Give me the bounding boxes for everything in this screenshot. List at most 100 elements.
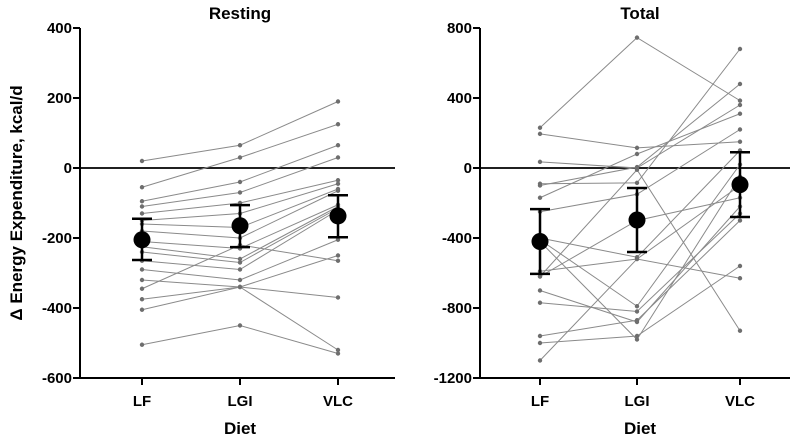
individual-line [539,168,741,332]
individual-point [737,81,743,87]
individual-point [737,102,743,108]
individual-point [737,276,743,281]
individual-point [737,46,743,52]
individual-point [335,351,341,356]
panel-total: Total 800 400 0 -400 -800 -1200 LF LGI VLC Diet [434,4,790,438]
individual-point [537,125,543,130]
individual-point [335,99,341,104]
individual-line [539,133,741,149]
x-tick-label-lgi: LGI [228,393,253,410]
individual-point [737,263,743,269]
individual-point [634,337,640,342]
x-tick-label-vlc: VLC [725,393,755,410]
individual-point [537,288,543,293]
individual-point [335,258,341,263]
y-tick-label: -400 [442,230,472,247]
individual-point [237,143,243,148]
individual-point [237,155,243,160]
individual-line [539,104,741,169]
individual-point [237,277,243,283]
individual-point [537,340,543,346]
individual-point [737,328,743,333]
individual-point [634,256,640,262]
x-axis-title: Diet [224,419,256,438]
individual-point [139,204,145,209]
individual-point [139,158,145,164]
y-tick-label: 0 [64,160,72,177]
mean-point-vlc [329,207,347,225]
individual-point [139,277,145,283]
individual-point [737,218,743,223]
individual-point [537,159,543,165]
individual-point [634,35,640,40]
mean-point-vlc [731,176,749,194]
individual-point [537,195,543,200]
individual-point [237,284,243,290]
individual-point [237,323,243,328]
y-tick-label: 0 [464,160,472,177]
x-tick-label-vlc: VLC [323,393,353,410]
individual-line [539,213,741,313]
panel-title: Resting [209,4,271,23]
y-axis-title: Δ Energy Expenditure, kcal/d [7,85,26,320]
individual-line [141,101,339,162]
y-tick-label: -800 [442,300,472,317]
individual-line [539,113,741,199]
individual-point [139,307,145,312]
individual-point [335,143,341,148]
individual-point [237,179,243,185]
individual-point [139,211,145,216]
individual-point [335,178,341,183]
individual-line [539,176,741,341]
individual-point [634,318,640,323]
y-tick-label: -1200 [434,370,472,387]
y-tick-label: -400 [42,300,72,317]
individual-point [634,304,640,309]
individual-point [139,342,145,347]
individual-point [634,309,640,314]
panel-title: Total [620,4,659,23]
individual-line [539,164,741,307]
individual-point [335,295,341,300]
individual-point [139,199,145,204]
individual-point [335,188,341,193]
individual-point [237,190,243,195]
individual-line [141,286,339,351]
individual-point [737,139,743,144]
individual-point [335,181,341,186]
individual-point [139,267,145,272]
individual-point [634,180,640,186]
individual-point [139,297,145,302]
individual-point [237,267,243,272]
panel-resting: Resting 400 200 0 -200 -400 -600 LF LGI VLC Diet Δ … [7,4,395,438]
individual-point [634,151,640,157]
individual-line [539,129,741,213]
individual-point [237,260,243,265]
x-axis-title: Diet [624,419,656,438]
x-tick-label-lf: LF [133,393,151,410]
individual-point [537,358,543,363]
individual-point [335,122,341,127]
individual-line [539,37,741,129]
individual-lines [139,99,341,356]
individual-point [737,127,743,132]
x-tick-label-lgi: LGI [625,393,650,410]
individual-point [335,347,341,353]
y-tick-label: 400 [447,90,472,107]
mean-point-lgi [231,217,249,235]
individual-line [539,258,741,361]
individual-point [737,111,743,116]
individual-point [537,333,543,339]
individual-point [139,185,145,190]
individual-point [737,98,743,103]
individual-point [634,145,640,151]
individual-line [141,324,339,354]
individual-line [539,197,741,277]
individual-point [537,131,543,137]
individual-point [139,286,145,291]
individual-point [335,253,341,258]
individual-point [237,256,243,262]
individual-point [335,237,341,242]
y-tick-label: -600 [42,370,72,387]
